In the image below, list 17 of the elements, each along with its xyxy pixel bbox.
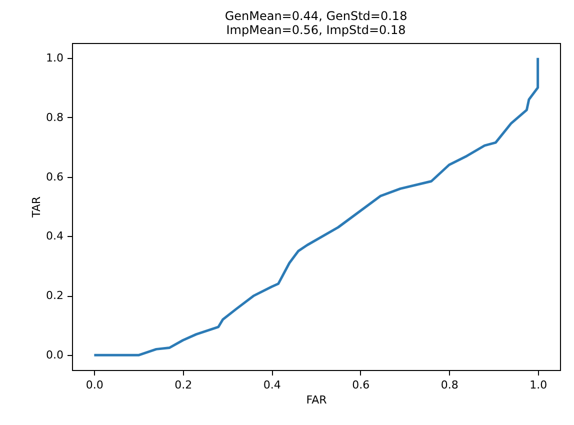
text: GenMean=0.44, GenStd=0.18 [224,9,408,23]
x-tick-label: 0.8 [440,378,458,392]
x-tick-label: 1.0 [530,378,548,392]
y-tick-label: 1.0 [46,51,64,64]
x-axis-title: FAR [306,394,328,406]
x-tick-label: 0.4 [263,378,281,392]
y-tick-label: 0.0 [46,348,64,362]
y-tick-label: 0.6 [46,170,64,184]
x-tick-label: 0.6 [352,378,370,392]
y-axis-title: TAR [30,196,44,219]
y-tick-label: 0.4 [46,230,64,243]
x-tick-label: 0.0 [86,378,104,392]
text: ImpMean=0.56, ImpStd=0.18 [226,23,406,37]
y-tick-label: 0.8 [46,110,64,124]
x-tick-label: 0.2 [174,378,192,392]
y-tick-label: 0.2 [46,289,64,302]
line-series [92,56,540,356]
